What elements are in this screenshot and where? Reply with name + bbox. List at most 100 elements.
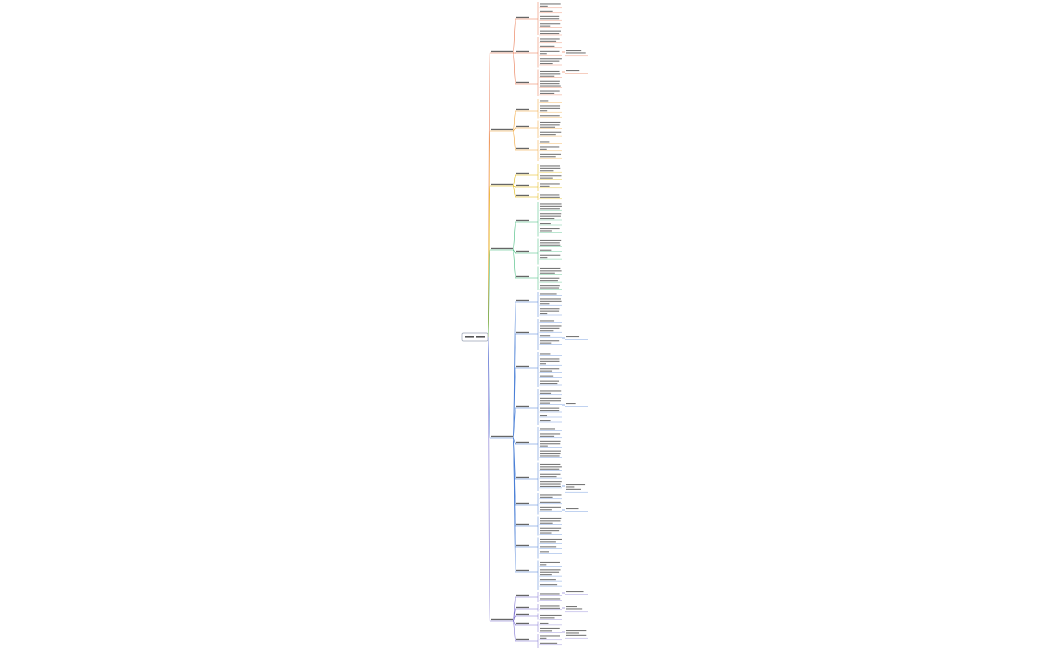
leaf-text [540, 574, 552, 576]
branch-text [491, 50, 513, 53]
leaf-text [540, 435, 555, 437]
leaf-text [540, 5, 548, 7]
leaf-text [540, 310, 560, 312]
leaf-text [540, 433, 561, 435]
leaf-text [540, 85, 561, 87]
leaf-text [540, 115, 560, 117]
leaf-text [540, 400, 561, 402]
detail-text [566, 632, 579, 634]
sub-connector [512, 110, 517, 132]
leaf-text [540, 466, 562, 468]
leaf-text [540, 428, 556, 430]
leaf-text [540, 196, 560, 198]
leaf-text [540, 402, 551, 404]
leaf-text [540, 637, 547, 639]
leaf-text [540, 244, 561, 246]
leaf-text [540, 330, 554, 332]
leaf-text [540, 579, 556, 581]
leaf-text [540, 320, 555, 322]
root-text [476, 336, 485, 338]
leaf-text [540, 325, 562, 327]
leaf-text [540, 635, 560, 637]
sub-node-text [516, 405, 529, 408]
leaf-text [540, 45, 555, 47]
sub-node-text [516, 606, 529, 609]
leaf-text [540, 124, 560, 126]
leaf-text [540, 230, 552, 232]
leaf-text [540, 267, 561, 269]
leaf-text [540, 571, 560, 573]
leaf-text [540, 358, 560, 360]
leaf-text [540, 218, 555, 220]
branch-text [491, 618, 513, 621]
leaf-text [540, 509, 552, 511]
branch-text [491, 247, 513, 250]
detail-text [566, 70, 580, 72]
leaf-text [540, 370, 553, 372]
leaf-text [540, 105, 561, 107]
detail-text [566, 488, 581, 490]
leaf-text [540, 107, 561, 109]
leaf-text [540, 473, 561, 475]
leaf-text [540, 485, 561, 487]
leaf-text [540, 564, 547, 566]
sub-node-text [516, 194, 529, 197]
leaf-text [540, 287, 560, 289]
leaf-text [540, 223, 551, 225]
sub-node-text [516, 219, 529, 222]
leaf-text [540, 10, 553, 12]
leaf-text [540, 313, 548, 315]
leaf-text [540, 33, 560, 35]
leaf-text [540, 342, 552, 344]
sub-node-text [516, 81, 529, 84]
leaf-text [540, 593, 560, 595]
branch-text [491, 128, 513, 131]
leaf-text [540, 185, 550, 187]
leaf-text [540, 360, 560, 362]
sub-node-text [516, 622, 529, 625]
sub-node-text [516, 299, 529, 302]
leaf-text [540, 383, 558, 385]
leaf-text [540, 363, 547, 365]
sub-node-text [516, 476, 529, 479]
leaf-text [540, 538, 562, 540]
sub-node-text [516, 441, 529, 444]
sub-node-text [516, 184, 529, 187]
detail-text [566, 591, 584, 593]
sub-connector [512, 221, 517, 251]
sub-node-text [516, 125, 529, 128]
leaf-text [540, 100, 549, 102]
leaf-text [540, 630, 553, 632]
detail-text [566, 634, 587, 636]
sub-node-text [516, 172, 529, 175]
leaf-text [540, 520, 561, 522]
leaf-text [540, 38, 560, 40]
sub-connector [512, 437, 517, 573]
leaf-text [540, 476, 557, 478]
leaf-text [540, 73, 561, 75]
leaf-text [540, 175, 562, 177]
leaf-text [540, 280, 558, 282]
leaf-text [540, 390, 562, 392]
leaf-text [540, 205, 562, 207]
leaf-text [540, 121, 561, 123]
leaf-text [540, 327, 560, 329]
leaf-text [540, 468, 560, 470]
leaf-text [540, 463, 561, 465]
detail-text [566, 403, 576, 405]
branch-connector [487, 336, 491, 622]
leaf-text [540, 340, 560, 342]
leaf-text [540, 23, 561, 25]
leaf-text [540, 75, 555, 77]
sub-node-text [516, 108, 529, 111]
leaf-text [540, 50, 560, 52]
leaf-text [540, 194, 560, 196]
leaf-text [540, 541, 556, 543]
leaf-text [540, 239, 562, 241]
detail-text [566, 52, 586, 54]
leaf-text [540, 607, 561, 609]
leaf-text [540, 60, 560, 62]
root-text [465, 336, 474, 338]
sub-node-text [516, 569, 529, 572]
